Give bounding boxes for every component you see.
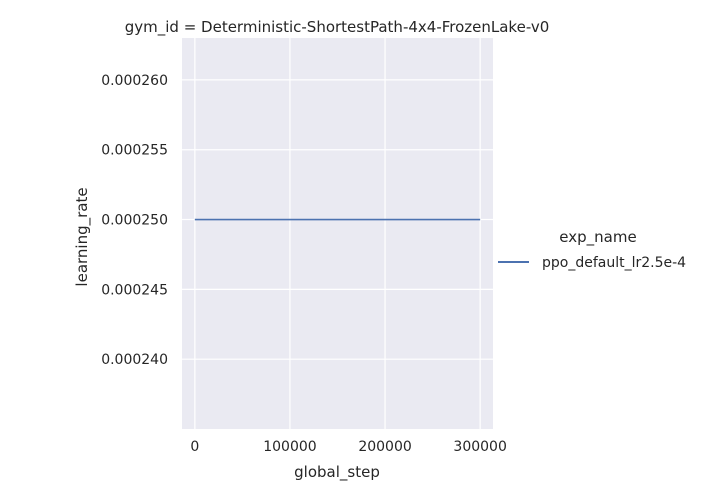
y-tick-label: 0.000250 [101, 213, 168, 229]
x-tick-label: 0 [190, 439, 199, 455]
y-tick-label: 0.000240 [101, 352, 168, 368]
x-tick-label: 100000 [263, 439, 316, 455]
y-tick-labels: 0.000240 0.000245 0.000250 0.000255 0.000260 [101, 73, 168, 368]
x-tick-label: 300000 [453, 439, 506, 455]
y-tick-label: 0.000255 [101, 143, 168, 159]
plot-area [182, 38, 493, 429]
legend-item-label: ppo_default_lr2.5e-4 [542, 255, 686, 271]
y-tick-label: 0.000245 [101, 282, 168, 298]
legend: exp_name ppo_default_lr2.5e-4 [498, 228, 686, 271]
y-axis-label: learning_rate [73, 187, 92, 286]
x-axis-label: global_step [294, 463, 380, 482]
y-tick-label: 0.000260 [101, 73, 168, 89]
chart-title: gym_id = Deterministic-ShortestPath-4x4-… [125, 18, 550, 37]
x-tick-label: 200000 [358, 439, 411, 455]
legend-title: exp_name [559, 228, 636, 247]
x-tick-labels: 0 100000 200000 300000 [190, 439, 507, 455]
